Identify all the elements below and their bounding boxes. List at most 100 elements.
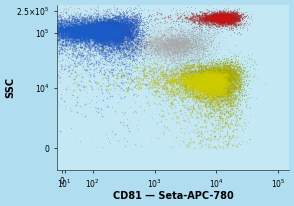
Point	[194, 77, 199, 81]
Point	[227, 91, 232, 95]
Point	[81, 75, 86, 78]
Point	[234, 76, 239, 79]
Point	[131, 27, 136, 30]
Point	[103, 75, 108, 79]
Point	[215, 82, 220, 85]
Point	[222, 84, 227, 88]
Point	[210, 64, 215, 67]
Point	[110, 36, 115, 39]
Point	[84, 40, 89, 43]
Point	[161, 87, 166, 91]
Point	[211, 74, 216, 77]
Point	[200, 22, 205, 26]
Point	[183, 91, 188, 94]
Point	[106, 23, 111, 26]
Point	[221, 62, 225, 65]
Point	[215, 16, 220, 20]
Point	[176, 32, 181, 35]
Point	[239, 13, 244, 16]
Point	[207, 44, 212, 47]
Point	[202, 93, 207, 96]
Point	[219, 73, 224, 76]
Point	[160, 57, 165, 61]
Point	[105, 31, 110, 35]
Point	[208, 87, 213, 91]
Point	[170, 73, 174, 76]
Point	[113, 19, 118, 23]
Point	[111, 22, 116, 26]
Point	[174, 38, 179, 41]
Point	[70, 27, 75, 30]
Point	[108, 34, 113, 37]
Point	[60, 32, 65, 35]
Point	[107, 27, 112, 30]
Point	[88, 32, 93, 35]
Point	[234, 14, 239, 17]
Point	[145, 36, 150, 39]
Point	[171, 56, 176, 60]
Point	[181, 36, 186, 40]
Point	[68, 12, 73, 15]
Point	[206, 18, 210, 21]
Point	[133, 53, 138, 56]
Point	[190, 88, 195, 91]
Point	[214, 16, 219, 19]
Point	[163, 75, 168, 79]
Point	[136, 82, 141, 85]
Point	[221, 117, 226, 120]
Point	[223, 68, 227, 71]
Point	[211, 18, 216, 21]
Point	[207, 75, 212, 79]
Point	[178, 42, 183, 45]
Point	[105, 25, 110, 29]
Point	[204, 75, 208, 78]
Point	[80, 30, 85, 34]
Point	[70, 16, 75, 20]
Point	[201, 77, 206, 81]
Point	[101, 26, 105, 30]
Point	[197, 78, 201, 82]
Point	[198, 81, 203, 84]
Point	[124, 25, 129, 29]
Point	[107, 29, 111, 33]
Point	[68, 38, 73, 41]
Point	[211, 75, 215, 78]
Point	[85, 34, 89, 38]
Point	[115, 35, 120, 39]
Point	[78, 14, 83, 18]
Point	[244, 83, 249, 87]
Point	[206, 73, 210, 76]
Point	[210, 85, 215, 88]
Point	[103, 18, 107, 21]
Point	[109, 36, 114, 39]
Point	[137, 61, 142, 64]
Point	[176, 34, 180, 37]
Point	[118, 38, 123, 41]
Point	[220, 75, 224, 78]
Point	[112, 41, 117, 44]
Point	[187, 49, 191, 52]
Point	[64, 64, 69, 67]
Point	[121, 26, 126, 29]
Point	[107, 37, 112, 41]
Point	[225, 60, 230, 64]
Point	[104, 27, 108, 30]
Point	[172, 39, 177, 42]
Point	[96, 41, 101, 44]
Point	[117, 24, 122, 27]
Point	[91, 30, 96, 34]
Point	[103, 31, 108, 34]
Point	[222, 19, 226, 22]
Point	[98, 32, 103, 36]
Point	[201, 68, 206, 71]
Point	[229, 95, 233, 98]
Point	[100, 27, 105, 31]
Point	[207, 100, 211, 103]
Point	[105, 28, 110, 31]
Point	[63, 24, 67, 27]
Point	[141, 23, 146, 26]
Point	[89, 22, 94, 25]
Point	[164, 48, 169, 52]
Point	[212, 15, 217, 19]
Point	[78, 35, 83, 39]
